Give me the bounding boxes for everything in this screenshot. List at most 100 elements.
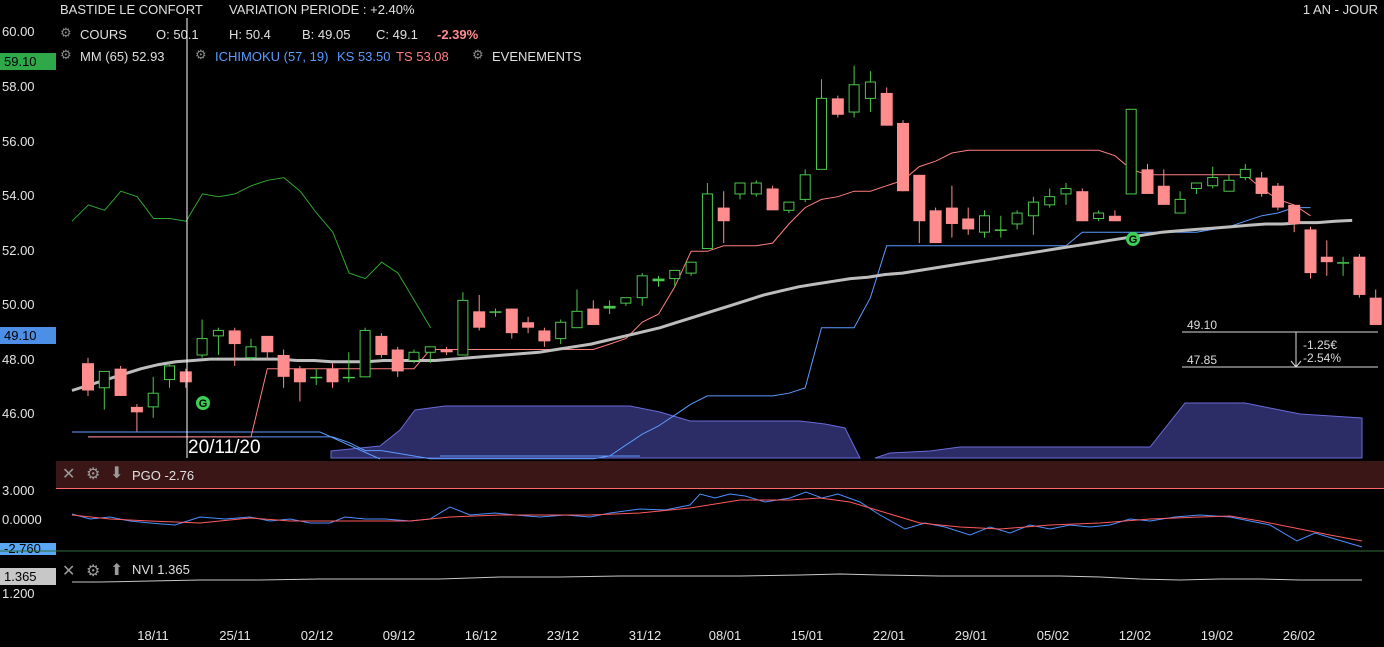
candle xyxy=(783,201,795,214)
open-value: O: 50.1 xyxy=(156,27,199,42)
candle-body xyxy=(1320,256,1333,263)
ichimoku-gear-icon[interactable]: ⚙ xyxy=(195,47,207,62)
candle xyxy=(1369,289,1382,325)
candle-body xyxy=(98,370,110,389)
nvi-chart[interactable] xyxy=(0,570,1384,590)
candle xyxy=(1027,196,1039,235)
nvi-tick: 1.200 xyxy=(2,586,35,601)
period-selector[interactable]: 1 AN - JOUR xyxy=(1302,2,1378,17)
x-tick: 29/01 xyxy=(954,628,988,643)
candle-body xyxy=(1108,215,1121,222)
x-tick: 22/01 xyxy=(872,628,906,643)
event-letter: G xyxy=(199,398,208,410)
candle-body xyxy=(261,335,274,353)
pgo-move-down-icon[interactable]: ⬇ xyxy=(110,465,124,482)
candle xyxy=(913,174,926,244)
price-tick: 58.00 xyxy=(2,79,35,94)
candle xyxy=(1190,182,1202,194)
pgo-tick: 3.000 xyxy=(2,483,35,498)
price-tick: 52.00 xyxy=(2,243,35,258)
x-tick: 31/12 xyxy=(628,628,662,643)
kijun-line xyxy=(88,207,1311,460)
candle-body xyxy=(555,321,567,340)
candle xyxy=(391,346,404,377)
candle-body xyxy=(717,207,730,222)
candle-body xyxy=(685,261,697,274)
candle-body xyxy=(603,305,616,309)
mm-gear-icon[interactable]: ⚙ xyxy=(60,47,72,62)
candle xyxy=(408,349,420,364)
x-tick: 18/11 xyxy=(137,628,169,643)
candle xyxy=(994,215,1007,238)
x-tick: 19/02 xyxy=(1200,628,1234,643)
candle xyxy=(1239,163,1251,181)
pgo-close-icon[interactable]: ✕ xyxy=(62,466,76,483)
candle-body xyxy=(147,392,159,408)
events-gear-icon[interactable]: ⚙ xyxy=(472,47,484,62)
candle xyxy=(228,327,241,366)
candle xyxy=(652,275,665,287)
candle-body xyxy=(766,188,779,211)
candle-body xyxy=(1288,204,1301,224)
nvi-close-icon[interactable]: ✕ xyxy=(62,563,76,580)
candle xyxy=(1337,256,1350,276)
pgo-panel-header xyxy=(56,461,1384,489)
candle-body xyxy=(538,330,551,342)
tenkan-line xyxy=(88,149,1311,438)
candle-body xyxy=(994,229,1007,231)
candle xyxy=(571,289,583,329)
candle-body xyxy=(130,406,143,413)
pgo-gear-icon[interactable]: ⚙ xyxy=(86,466,101,483)
candle xyxy=(766,185,779,211)
candle xyxy=(701,183,713,250)
candle-body xyxy=(669,269,681,280)
x-tick: 15/01 xyxy=(790,628,824,643)
candle-body xyxy=(326,368,339,383)
pgo-chart[interactable] xyxy=(0,488,1384,556)
pgo-label: PGO -2.76 xyxy=(132,468,195,483)
candle-body xyxy=(1076,191,1089,222)
candle xyxy=(603,300,616,315)
candle xyxy=(277,349,290,388)
candle xyxy=(245,338,257,361)
candle xyxy=(1108,210,1121,222)
candle-body xyxy=(1337,262,1350,264)
candle xyxy=(1353,253,1366,298)
ichimoku-label: ICHIMOKU (57, 19) xyxy=(215,49,329,64)
pgo-tick: 0.0000 xyxy=(2,512,42,527)
price-tick: 54.00 xyxy=(2,188,35,203)
candle-body xyxy=(734,182,746,195)
candle xyxy=(1093,210,1105,222)
event-marker: G xyxy=(196,396,210,410)
candle xyxy=(440,346,453,355)
event-letter: G xyxy=(1129,234,1138,246)
nvi-move-up-icon[interactable]: ⬆ xyxy=(110,562,124,579)
candle-body xyxy=(408,351,420,361)
candle-body xyxy=(277,355,290,377)
price-chart[interactable]: GG xyxy=(0,0,1384,460)
candle-body xyxy=(1223,179,1235,192)
stock-title: BASTIDE LE CONFORT xyxy=(60,2,203,17)
candle xyxy=(489,308,502,317)
candle-body xyxy=(212,329,224,337)
candle-body xyxy=(375,335,388,355)
nvi-value-tag: 1.365 xyxy=(0,568,56,585)
senkou-line xyxy=(72,431,381,460)
candle xyxy=(1157,169,1170,205)
pgo-series-blue xyxy=(71,491,1363,548)
candle-body xyxy=(245,346,257,359)
candle xyxy=(359,327,371,378)
candle-body xyxy=(962,218,975,230)
candle-body xyxy=(342,376,355,379)
candle xyxy=(1320,240,1333,276)
nvi-gear-icon[interactable]: ⚙ xyxy=(86,563,101,580)
candle xyxy=(310,368,323,386)
candle-body xyxy=(228,330,241,345)
price-high-tag: 59.10 xyxy=(0,53,56,70)
candle xyxy=(457,292,469,356)
candle-body xyxy=(864,81,876,99)
candle-body xyxy=(179,371,192,383)
cours-gear-icon[interactable]: ⚙ xyxy=(60,25,72,40)
candle-body xyxy=(1174,198,1186,214)
candle-body xyxy=(82,363,94,391)
